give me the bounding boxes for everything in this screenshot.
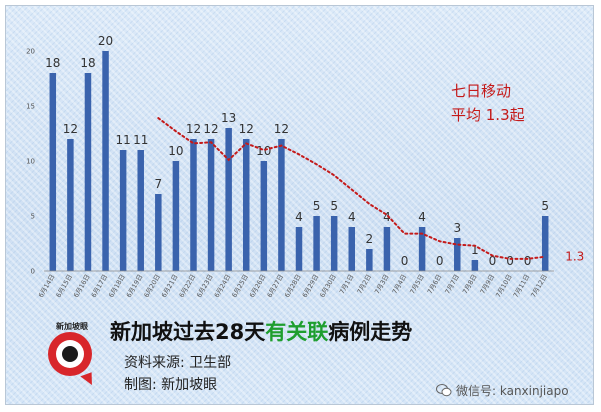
- bar-value-label: 4: [295, 210, 303, 224]
- x-tick-label: 7月3日: [373, 273, 391, 295]
- wechat-watermark: 微信号: kanxinjiapo: [436, 382, 569, 399]
- y-tick-label: 0: [31, 268, 35, 276]
- bar: [366, 249, 373, 271]
- bar-value-label: 18: [45, 56, 60, 70]
- y-tick-label: 20: [26, 48, 35, 56]
- bar-value-label: 0: [489, 254, 497, 268]
- bar: [190, 139, 197, 271]
- maker-credit: 制图: 新加坡眼: [124, 377, 218, 393]
- y-axis: 0 5 10 15 20: [26, 48, 35, 276]
- y-tick-label: 15: [26, 103, 35, 111]
- bar: [242, 139, 250, 271]
- x-tick-label: 7月6日: [426, 273, 444, 295]
- headline-highlight: 有关联: [265, 320, 329, 344]
- bar: [137, 150, 144, 271]
- bar-value-label: 18: [80, 56, 95, 70]
- moving-average-end-label: 1.3: [565, 250, 584, 264]
- headline-part3: 病例走势: [328, 320, 413, 344]
- logo-circle: [48, 332, 96, 388]
- x-tick-label: 7月12日: [529, 273, 549, 299]
- bar-value-label: 0: [401, 254, 409, 268]
- x-tick-label: 7月8日: [461, 273, 479, 295]
- x-tick-label: 7月5日: [408, 273, 426, 295]
- bar-value-label: 1: [471, 243, 479, 257]
- bar-value-label: 10: [256, 144, 271, 158]
- bar: [49, 73, 57, 271]
- wechat-id: 微信号: kanxinjiapo: [456, 384, 569, 398]
- moving-average-series: [157, 117, 547, 260]
- bar-value-label: 4: [383, 210, 391, 224]
- bar-value-label: 12: [203, 122, 218, 136]
- moving-average-note-line2: 平均 1.3起: [451, 106, 525, 124]
- logo-eye-icon: [62, 346, 78, 362]
- x-tick-label: 7月2日: [356, 273, 374, 295]
- logo-text: 新加坡眼: [56, 322, 88, 331]
- credits: 资料来源: 卫生部 制图: 新加坡眼: [124, 352, 231, 396]
- bar-value-label: 5: [330, 199, 338, 213]
- bar-value-label: 5: [313, 199, 321, 213]
- bar-value-label: 13: [221, 111, 236, 125]
- bar: [278, 139, 285, 271]
- bar: [313, 216, 320, 271]
- bar: [348, 227, 356, 271]
- bar: [260, 161, 268, 271]
- infographic-frame: 0 5 10 15 20 18 12 18 20 11 11 7 10 12 12 13 12 10 12 4 5 5 4…: [5, 5, 594, 405]
- bar: [454, 238, 461, 271]
- bar-value-label: 4: [348, 210, 356, 224]
- x-tick-label: 7月7日: [443, 273, 461, 295]
- moving-average-note-line1: 七日移动: [451, 82, 511, 100]
- bar: [155, 194, 162, 271]
- y-tick-label: 10: [26, 158, 35, 166]
- x-tick-label: 7月1日: [338, 273, 356, 295]
- bar: [418, 227, 426, 271]
- bar: [102, 51, 109, 271]
- x-axis: 6月14日6月15日6月16日6月17日6月18日6月19日6月20日6月21日…: [37, 270, 554, 299]
- bar: [541, 216, 549, 271]
- bar: [84, 73, 92, 271]
- bar-value-label: 3: [453, 221, 461, 235]
- bar-value-label: 5: [541, 199, 549, 213]
- bar-value-label: 0: [524, 254, 532, 268]
- bar: [471, 260, 479, 271]
- bar-value-label: 2: [366, 232, 374, 246]
- bar: [67, 139, 74, 271]
- x-tick-label: 7月9日: [479, 273, 497, 295]
- bar: [119, 150, 127, 271]
- bar-value-label: 11: [115, 133, 130, 147]
- bar-value-label: 12: [274, 122, 289, 136]
- bar-value-label: 12: [239, 122, 254, 136]
- bar-value-label: 11: [133, 133, 148, 147]
- x-tick-label: 7月4日: [391, 273, 409, 295]
- bar: [225, 128, 232, 271]
- wechat-icon: [436, 384, 452, 397]
- bar-value-label: 0: [436, 254, 444, 268]
- bar-value-label: 4: [418, 210, 426, 224]
- bar: [330, 216, 338, 271]
- headline-part1: 新加坡过去28天: [110, 320, 266, 344]
- y-tick-label: 5: [31, 213, 35, 221]
- bar-value-label: 20: [98, 34, 113, 48]
- bar: [172, 161, 180, 271]
- logo: 新加坡眼: [42, 321, 102, 388]
- bar-value-label: 12: [186, 122, 201, 136]
- moving-average-line: 1.3: [157, 117, 584, 264]
- bar: [295, 227, 303, 271]
- source-credit: 资料来源: 卫生部: [124, 355, 232, 371]
- headline: 新加坡过去28天有关联病例走势: [110, 316, 412, 346]
- bar: [207, 139, 215, 271]
- bar: [383, 227, 391, 271]
- bar-value-label: 12: [63, 122, 78, 136]
- bar-value-label: 7: [154, 177, 162, 191]
- bar-value-label: 0: [506, 254, 514, 268]
- bar-value-label: 10: [168, 144, 183, 158]
- x-tick-label: 6月30日: [318, 273, 338, 299]
